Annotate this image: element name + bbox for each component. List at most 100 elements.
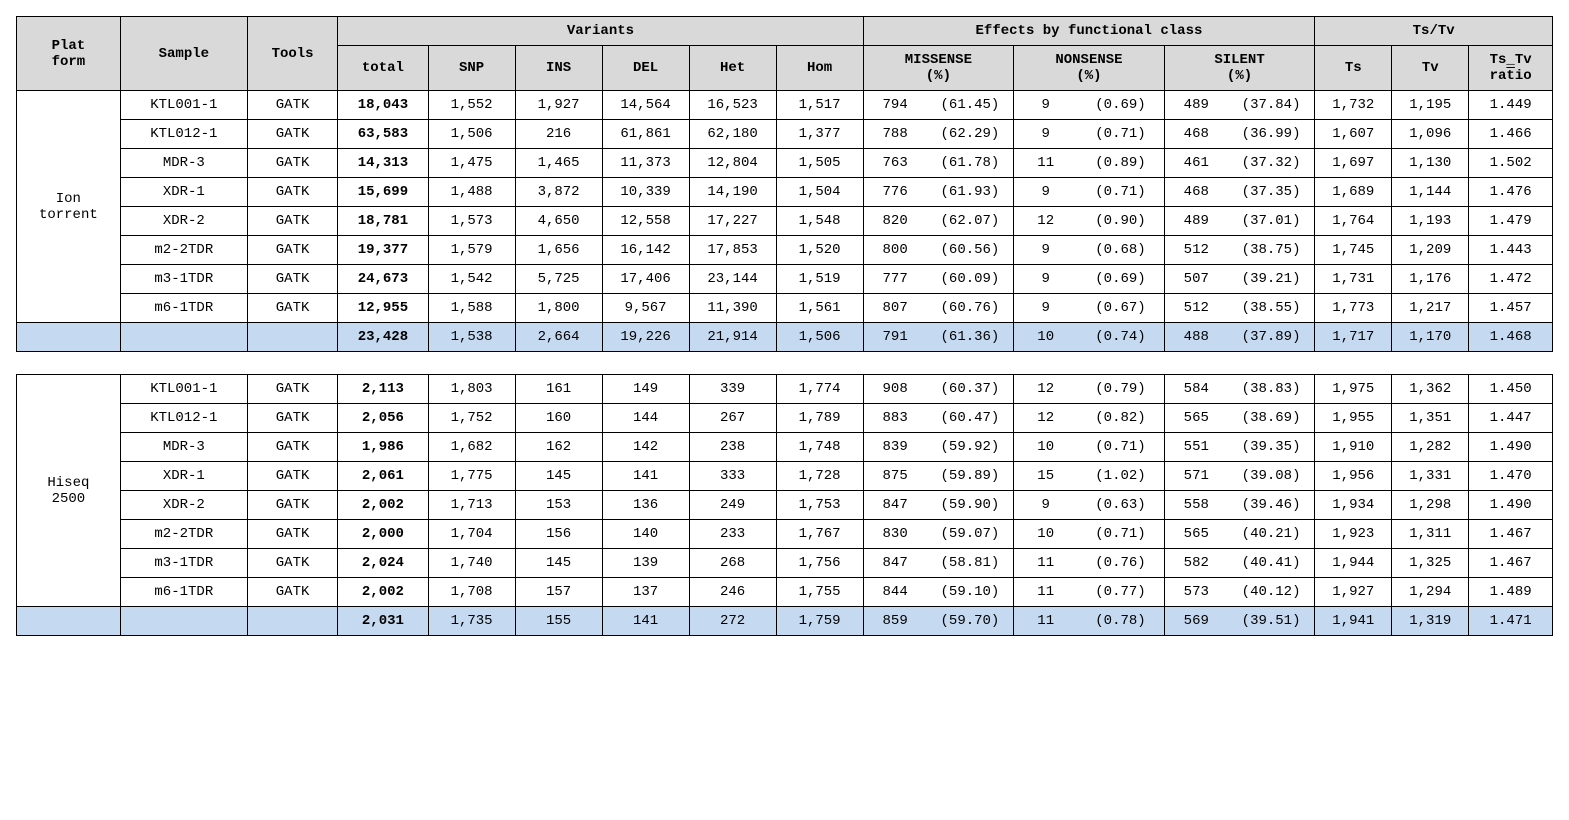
cell-ratio: 1.443 (1469, 236, 1553, 265)
cell-het: 12,804 (689, 149, 776, 178)
cell-total: 2,061 (338, 462, 428, 491)
cell-sample: m2-2TDR (120, 520, 247, 549)
cell-silent-pct: (38.75) (1228, 236, 1315, 265)
col-ts: Ts (1315, 46, 1392, 91)
cell-tv: 1,362 (1392, 375, 1469, 404)
cell-silent-pct: (39.51) (1228, 607, 1315, 636)
cell-missense-n: 908 (863, 375, 927, 404)
col-snp: SNP (428, 46, 515, 91)
cell-tools (247, 607, 337, 636)
cell-missense-pct: (60.09) (927, 265, 1014, 294)
cell-ratio: 1.489 (1469, 578, 1553, 607)
cell-ts: 1,773 (1315, 294, 1392, 323)
cell-ts: 1,607 (1315, 120, 1392, 149)
cell-ts: 1,689 (1315, 178, 1392, 207)
cell-hom: 1,748 (776, 433, 863, 462)
cell-het: 23,144 (689, 265, 776, 294)
cell-tv: 1,217 (1392, 294, 1469, 323)
cell-total: 18,781 (338, 207, 428, 236)
cell-silent-pct: (37.35) (1228, 178, 1315, 207)
cell-tv: 1,144 (1392, 178, 1469, 207)
table-row: IontorrentKTL001-1GATK 18,043 1,552 1,92… (17, 91, 1553, 120)
cell-ts: 1,731 (1315, 265, 1392, 294)
cell-tv: 1,130 (1392, 149, 1469, 178)
colgroup-variants: Variants (338, 17, 863, 46)
cell-missense-n: 820 (863, 207, 927, 236)
cell-hom: 1,506 (776, 323, 863, 352)
cell-nonsense-n: 9 (1014, 120, 1078, 149)
cell-missense-n: 859 (863, 607, 927, 636)
cell-total: 18,043 (338, 91, 428, 120)
cell-het: 16,523 (689, 91, 776, 120)
cell-nonsense-pct: (0.77) (1077, 578, 1164, 607)
cell-snp: 1,708 (428, 578, 515, 607)
cell-ts: 1,923 (1315, 520, 1392, 549)
cell-missense-n: 807 (863, 294, 927, 323)
cell-silent-n: 582 (1164, 549, 1228, 578)
cell-tv: 1,319 (1392, 607, 1469, 636)
cell-ts: 1,956 (1315, 462, 1392, 491)
cell-total: 2,002 (338, 578, 428, 607)
cell-missense-n: 777 (863, 265, 927, 294)
cell-hom: 1,759 (776, 607, 863, 636)
cell-missense-n: 847 (863, 549, 927, 578)
cell-missense-pct: (61.93) (927, 178, 1014, 207)
cell-nonsense-pct: (0.69) (1077, 265, 1164, 294)
cell-nonsense-n: 11 (1014, 578, 1078, 607)
cell-nonsense-pct: (0.76) (1077, 549, 1164, 578)
cell-ts: 1,745 (1315, 236, 1392, 265)
cell-hom: 1,519 (776, 265, 863, 294)
cell-tools: GATK (247, 178, 337, 207)
cell-snp: 1,542 (428, 265, 515, 294)
cell-missense-pct: (59.92) (927, 433, 1014, 462)
cell-tv: 1,351 (1392, 404, 1469, 433)
cell-silent-n: 584 (1164, 375, 1228, 404)
cell-ins: 162 (515, 433, 602, 462)
cell-silent-n: 573 (1164, 578, 1228, 607)
cell-ts: 1,955 (1315, 404, 1392, 433)
table-row: KTL012-1GATK 63,583 1,506 216 61,861 62,… (17, 120, 1553, 149)
cell-nonsense-pct: (0.90) (1077, 207, 1164, 236)
cell-silent-pct: (37.32) (1228, 149, 1315, 178)
cell-tv: 1,176 (1392, 265, 1469, 294)
cell-sample: KTL001-1 (120, 375, 247, 404)
cell-nonsense-n: 12 (1014, 207, 1078, 236)
table-row: m3-1TDRGATK 24,673 1,542 5,725 17,406 23… (17, 265, 1553, 294)
cell-del: 141 (602, 462, 689, 491)
cell-sample: XDR-2 (120, 207, 247, 236)
cell-snp: 1,740 (428, 549, 515, 578)
cell-hom: 1,561 (776, 294, 863, 323)
cell-nonsense-n: 9 (1014, 236, 1078, 265)
cell-missense-n: 844 (863, 578, 927, 607)
cell-nonsense-n: 9 (1014, 265, 1078, 294)
cell-missense-pct: (59.07) (927, 520, 1014, 549)
cell-ratio: 1.467 (1469, 520, 1553, 549)
cell-platform (17, 323, 121, 352)
cell-sample: m6-1TDR (120, 578, 247, 607)
cell-del: 10,339 (602, 178, 689, 207)
cell-silent-pct: (37.01) (1228, 207, 1315, 236)
cell-ratio: 1.490 (1469, 433, 1553, 462)
cell-ins: 161 (515, 375, 602, 404)
table-row: MDR-3GATK 14,313 1,475 1,465 11,373 12,8… (17, 149, 1553, 178)
cell-silent-pct: (39.08) (1228, 462, 1315, 491)
cell-ins: 5,725 (515, 265, 602, 294)
cell-tools: GATK (247, 404, 337, 433)
cell-nonsense-pct: (0.71) (1077, 120, 1164, 149)
cell-het: 14,190 (689, 178, 776, 207)
cell-tv: 1,195 (1392, 91, 1469, 120)
cell-ins: 156 (515, 520, 602, 549)
cell-snp: 1,475 (428, 149, 515, 178)
cell-tv: 1,325 (1392, 549, 1469, 578)
cell-missense-n: 794 (863, 91, 927, 120)
cell-sample: m3-1TDR (120, 265, 247, 294)
cell-ratio: 1.467 (1469, 549, 1553, 578)
cell-sample: XDR-1 (120, 462, 247, 491)
col-tools: Tools (247, 17, 337, 91)
table-row: KTL012-1GATK 2,056 1,752 160 144 267 1,7… (17, 404, 1553, 433)
cell-ts: 1,764 (1315, 207, 1392, 236)
cell-snp: 1,803 (428, 375, 515, 404)
cell-silent-n: 551 (1164, 433, 1228, 462)
cell-tools: GATK (247, 433, 337, 462)
cell-sample: XDR-2 (120, 491, 247, 520)
